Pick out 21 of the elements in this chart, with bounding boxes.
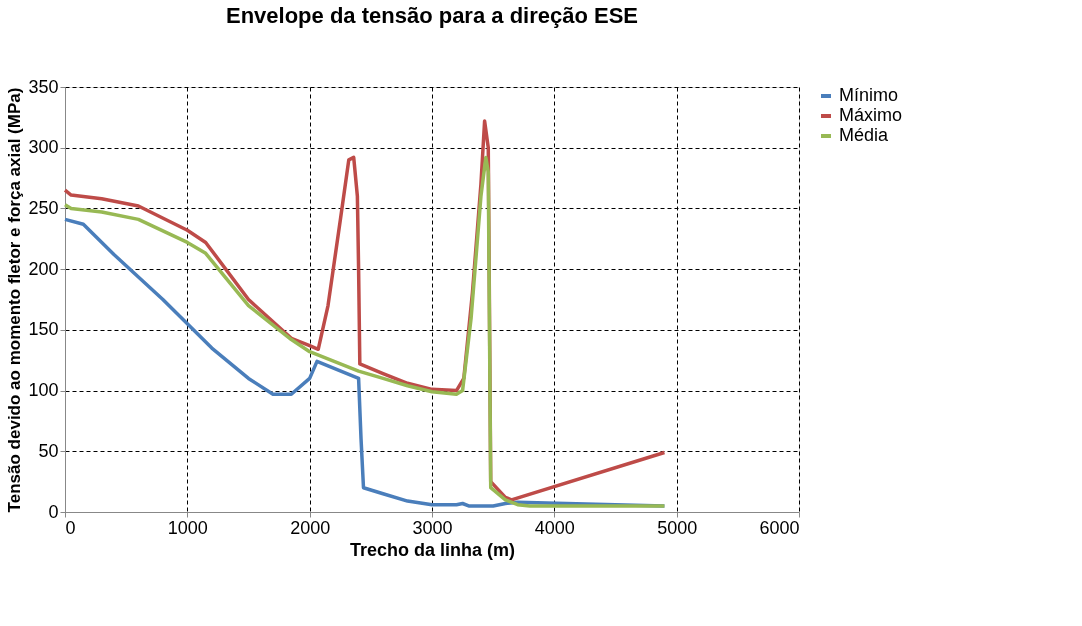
x-tick-label: 6000 [759,517,800,538]
x-tick-label: 2000 [290,517,331,538]
y-axis-title: Tensão devido ao momento fletor e força axial (MPa) [5,87,25,513]
x-tick-label: 5000 [657,517,698,538]
x-tick-label: 4000 [534,517,575,538]
y-tick-label: 0 [48,501,59,522]
x-tick-label: 3000 [412,517,453,538]
y-tick-label: 350 [28,76,59,97]
legend-label: Média [839,125,890,145]
x-tick-label: 1000 [167,517,208,538]
y-tick-label: 200 [28,258,59,279]
y-tick-label: 250 [28,197,59,218]
x-tick-label: 0 [65,517,76,538]
y-tick-label: 150 [28,319,59,340]
y-tick-label: 300 [28,137,59,158]
x-axis-title: Trecho da linha (m) [349,539,516,560]
y-tick-label: 100 [28,380,59,401]
legend-label: Mínimo [839,85,899,105]
y-tick-label: 50 [38,440,59,461]
chart-title: Envelope da tensão para a direção ESE [225,3,639,28]
legend-label: Máximo [839,105,903,125]
